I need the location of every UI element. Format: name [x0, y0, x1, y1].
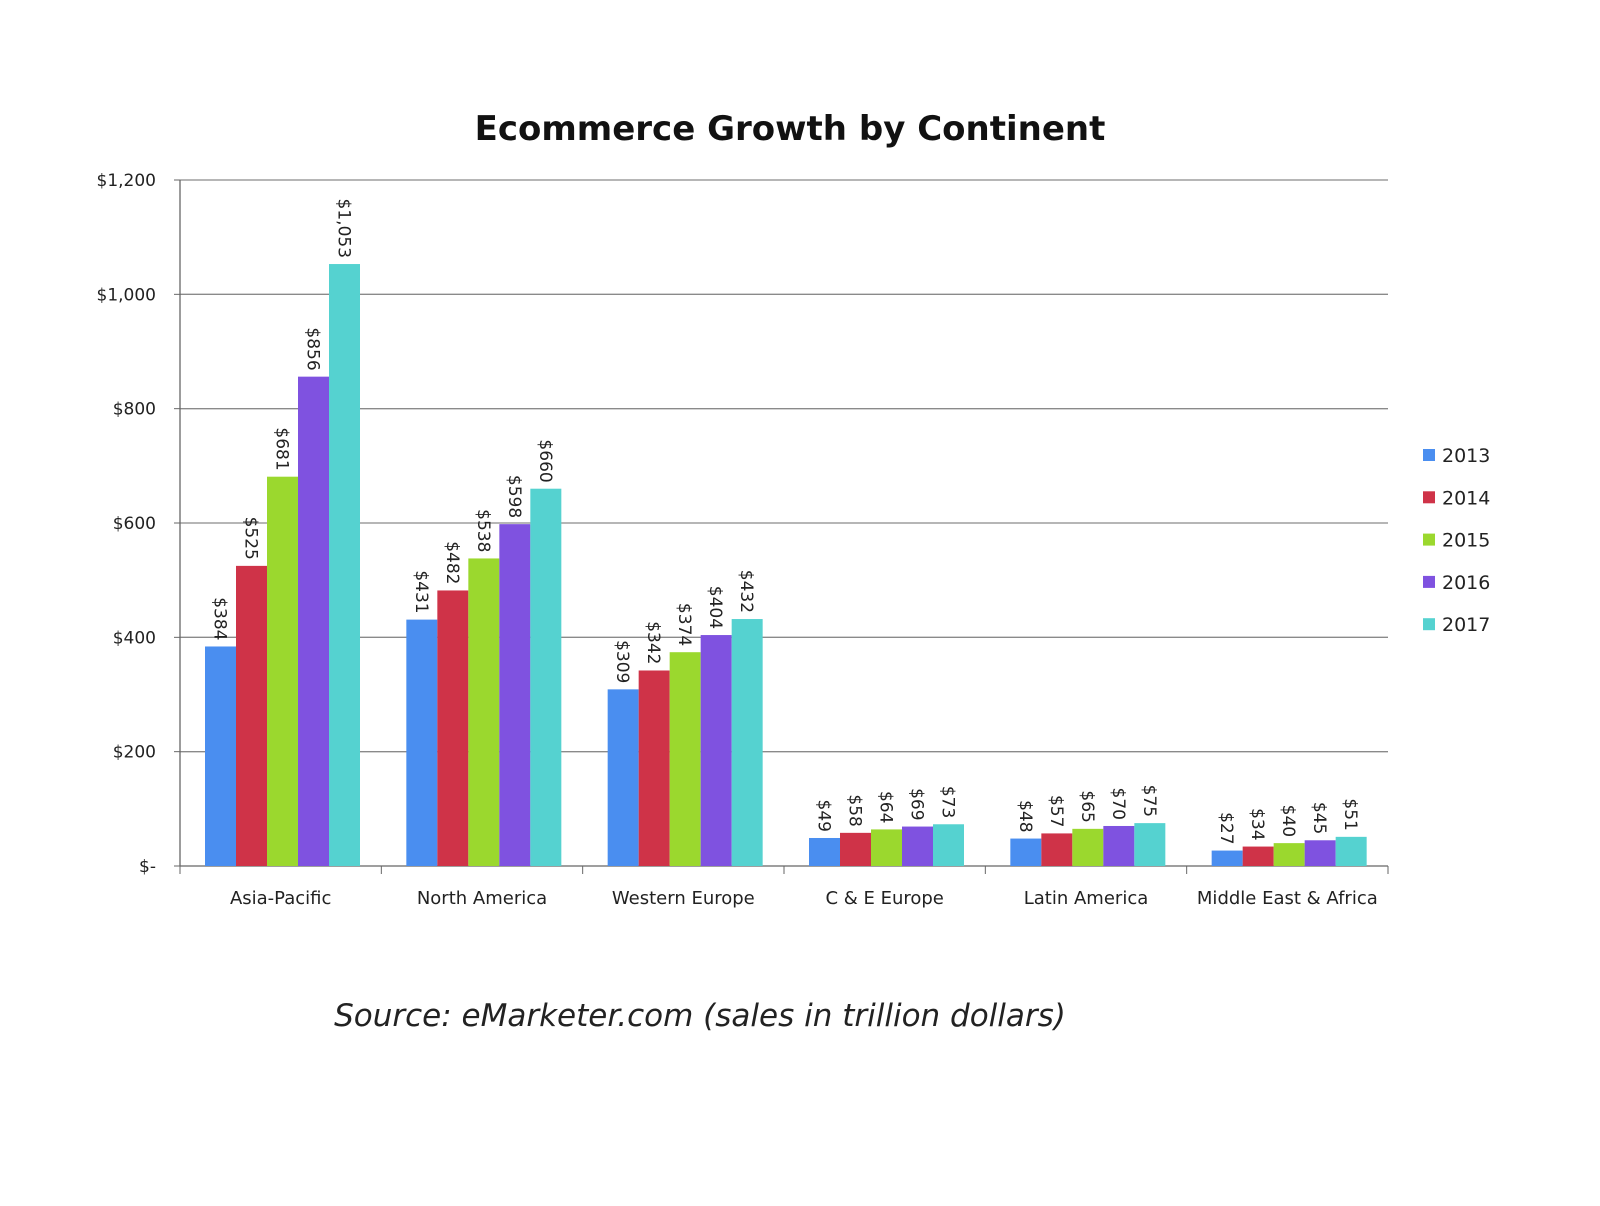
data-label: $384 [210, 597, 230, 640]
bar [1103, 825, 1135, 866]
data-label: $34 [1247, 808, 1267, 840]
bar [731, 619, 763, 866]
data-label: $57 [1046, 795, 1066, 827]
data-label: $856 [303, 327, 323, 370]
data-label: $49 [814, 800, 834, 832]
legend-label: 2015 [1442, 530, 1490, 552]
bar [700, 635, 732, 866]
bar [1335, 836, 1367, 866]
legend-label: 2016 [1442, 572, 1490, 594]
data-label: $64 [876, 791, 896, 823]
data-label: $538 [473, 509, 493, 552]
bar [840, 832, 871, 866]
bar [329, 264, 360, 866]
data-label: $404 [705, 586, 725, 629]
category-label: Latin America [1024, 888, 1149, 909]
data-label: $681 [272, 427, 292, 470]
bar [205, 646, 236, 866]
data-label: $73 [938, 786, 958, 818]
category-label: Middle East & Africa [1197, 888, 1378, 909]
bar [1010, 838, 1042, 866]
legend-label: 2013 [1442, 445, 1490, 467]
category-label: North America [417, 888, 547, 909]
data-label: $309 [612, 640, 632, 683]
data-label: $45 [1309, 802, 1329, 834]
data-label: $70 [1108, 788, 1128, 820]
bar [1273, 843, 1305, 866]
data-label: $40 [1278, 805, 1298, 837]
category-label: Western Europe [612, 888, 755, 909]
legend-swatch [1423, 575, 1435, 588]
data-label: $432 [736, 570, 756, 613]
legend-swatch [1423, 533, 1435, 546]
y-tick-label: $600 [113, 514, 156, 534]
data-label: $48 [1015, 800, 1035, 832]
legend-label: 2017 [1442, 614, 1490, 636]
bar [437, 590, 469, 866]
data-label: $65 [1077, 790, 1097, 822]
legend-swatch [1423, 449, 1435, 461]
bar [809, 837, 840, 866]
data-label: $482 [442, 541, 462, 584]
bar [933, 824, 964, 866]
data-label: $374 [674, 603, 694, 646]
bar [406, 619, 438, 866]
data-label: $69 [907, 788, 927, 820]
bar [267, 476, 298, 866]
bar [638, 670, 670, 866]
bar [468, 558, 500, 866]
bar [607, 689, 639, 866]
bar [1041, 833, 1073, 866]
y-tick-label: $800 [113, 400, 156, 420]
bar [1242, 846, 1274, 866]
y-tick-label: $- [139, 857, 156, 877]
data-label: $342 [643, 621, 663, 664]
y-tick-label: $400 [113, 628, 156, 648]
data-label: $27 [1216, 812, 1236, 844]
source-note: Source: eMarketer.com (sales in trillion… [334, 998, 1066, 1034]
chart-title: Ecommerce Growth by Continent [475, 109, 1106, 149]
bar [530, 488, 562, 866]
data-label: $51 [1340, 798, 1360, 830]
data-label: $431 [411, 570, 431, 613]
y-tick-label: $200 [113, 743, 156, 763]
bar [1211, 850, 1243, 866]
data-label: $598 [504, 475, 524, 518]
bar [499, 524, 531, 866]
category-label: C & E Europe [825, 888, 943, 909]
data-label: $1,053 [334, 199, 354, 258]
bar [1304, 840, 1336, 866]
data-label: $58 [845, 794, 865, 826]
bar [236, 565, 267, 866]
data-label: $660 [535, 439, 555, 482]
legend-label: 2014 [1442, 487, 1490, 509]
y-tick-label: $1,200 [97, 171, 156, 191]
bar [669, 652, 701, 866]
data-label: $525 [241, 517, 261, 560]
legend-swatch [1423, 618, 1435, 631]
bar [871, 829, 902, 866]
bar [298, 376, 329, 866]
category-label: Asia-Pacific [230, 888, 331, 909]
y-tick-label: $1,000 [97, 285, 156, 305]
bar [902, 826, 933, 866]
bar [1134, 823, 1166, 866]
data-label: $75 [1139, 785, 1159, 817]
legend-swatch [1423, 491, 1435, 504]
bar [1072, 828, 1104, 866]
